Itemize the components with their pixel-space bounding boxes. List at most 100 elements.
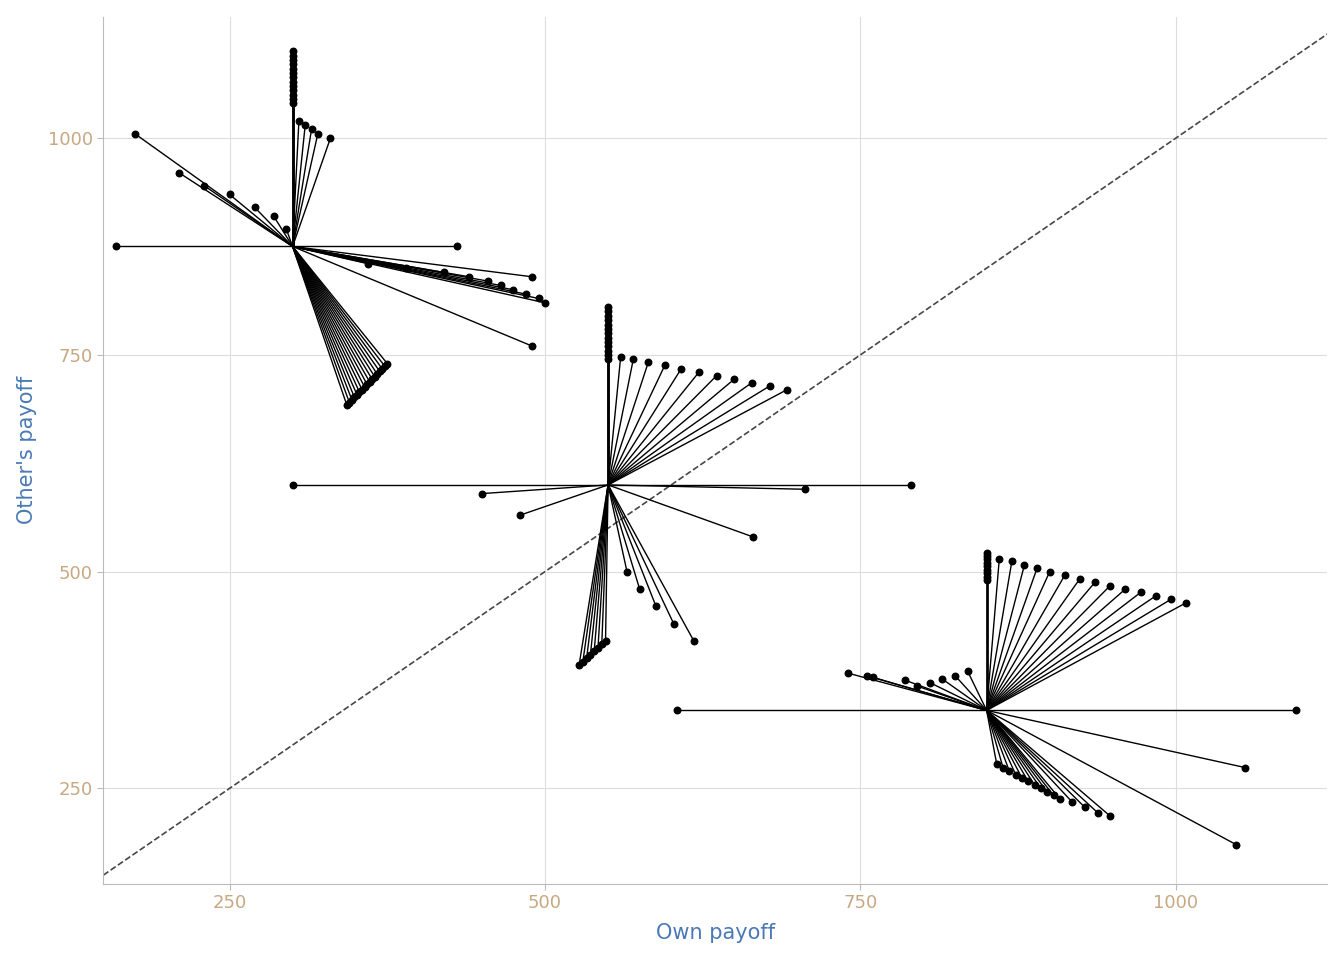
Point (351, 382, 372, 397)
Point (1175, 595, 1196, 611)
Point (587, 640, 609, 656)
Point (597, 313, 618, 328)
Point (1087, 805, 1109, 821)
Point (1036, 784, 1058, 800)
Point (1099, 808, 1121, 824)
Point (988, 552, 1009, 567)
Point (1070, 571, 1091, 587)
Point (1050, 791, 1071, 806)
Y-axis label: Other's payoff: Other's payoff (16, 376, 36, 524)
Point (194, 178, 215, 193)
Point (282, 79, 304, 94)
Point (597, 303, 618, 319)
Point (347, 387, 368, 402)
Point (671, 361, 692, 376)
Point (282, 43, 304, 59)
Point (1074, 800, 1095, 815)
Point (477, 274, 499, 289)
Point (597, 322, 618, 337)
Point (622, 351, 644, 367)
Point (992, 760, 1013, 776)
Point (367, 367, 388, 382)
Point (276, 222, 297, 237)
Point (534, 295, 555, 310)
Point (597, 334, 618, 349)
Point (1099, 578, 1121, 593)
Point (376, 356, 398, 372)
Point (306, 126, 328, 141)
Point (282, 74, 304, 89)
Point (597, 343, 618, 358)
Point (509, 508, 531, 523)
Point (976, 565, 997, 581)
Point (976, 555, 997, 570)
Point (573, 654, 594, 669)
Point (282, 91, 304, 107)
Point (491, 277, 512, 293)
Point (282, 53, 304, 68)
Point (655, 357, 676, 372)
Point (906, 679, 927, 694)
Point (688, 365, 710, 380)
Point (362, 372, 383, 387)
Point (301, 122, 323, 137)
Point (597, 308, 618, 324)
Point (1114, 582, 1136, 597)
Point (637, 354, 659, 370)
Point (282, 477, 304, 492)
Point (368, 364, 390, 379)
Point (575, 651, 597, 666)
Point (863, 670, 884, 685)
Point (597, 348, 618, 363)
Point (1062, 795, 1083, 810)
Point (741, 375, 762, 391)
Point (583, 644, 605, 660)
Point (569, 658, 590, 673)
Point (579, 647, 601, 662)
Point (976, 563, 997, 578)
Point (683, 634, 704, 649)
Point (999, 763, 1020, 779)
Point (595, 634, 617, 649)
Point (1001, 554, 1023, 569)
Point (1017, 774, 1039, 789)
Point (124, 126, 145, 141)
Point (1024, 778, 1046, 793)
Point (245, 200, 266, 215)
Point (629, 582, 650, 597)
Point (837, 665, 859, 681)
Point (777, 382, 798, 397)
Point (374, 358, 395, 373)
Point (597, 325, 618, 341)
Point (353, 379, 375, 395)
Point (856, 668, 878, 684)
Point (1226, 837, 1247, 852)
Point (723, 372, 745, 387)
Point (294, 117, 316, 132)
Point (591, 636, 613, 652)
Point (446, 239, 468, 254)
Point (348, 384, 370, 399)
Point (931, 671, 953, 686)
Point (1027, 561, 1048, 576)
Point (282, 96, 304, 111)
Point (597, 330, 618, 346)
Point (976, 569, 997, 585)
Point (339, 395, 360, 410)
Point (1285, 703, 1306, 718)
Point (282, 57, 304, 72)
Point (282, 83, 304, 98)
Point (105, 239, 126, 254)
Point (645, 599, 667, 614)
Point (282, 87, 304, 103)
Point (1011, 770, 1032, 785)
Point (521, 269, 543, 284)
Point (894, 672, 915, 687)
Point (597, 317, 618, 332)
Point (282, 65, 304, 81)
Point (395, 260, 417, 276)
Point (282, 70, 304, 85)
X-axis label: Own payoff: Own payoff (656, 924, 775, 944)
Point (359, 374, 380, 390)
Point (320, 131, 341, 146)
